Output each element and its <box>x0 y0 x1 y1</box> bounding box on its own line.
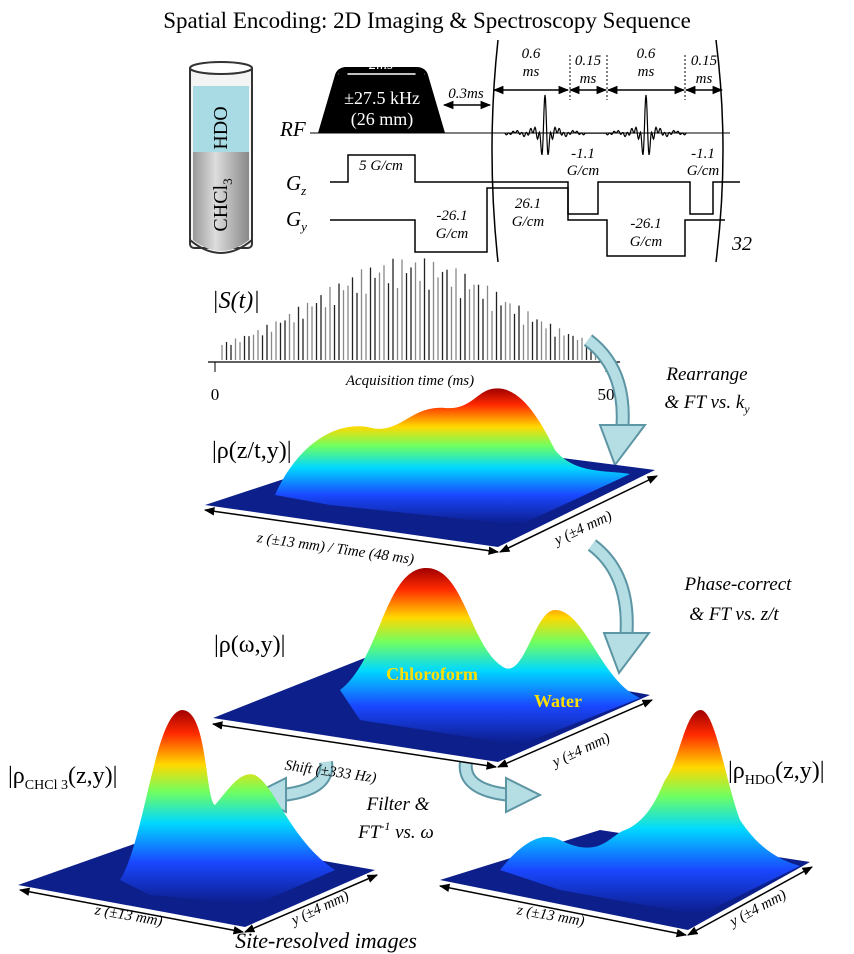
tick-label: 50 <box>598 385 615 404</box>
timing-unit: ms <box>580 71 597 87</box>
label-part: |ρ <box>8 763 25 789</box>
step-part: & FT vs. k <box>664 392 744 413</box>
loop-count: 32 <box>731 233 752 255</box>
gradient-unit: G/cm <box>436 226 469 242</box>
gradient-value: -26.1 <box>630 216 661 232</box>
label-part: G <box>286 171 301 195</box>
label-part: G <box>286 207 301 231</box>
plot-label: |ρ(z/t,y)| <box>212 438 292 464</box>
arrow-head <box>600 425 645 465</box>
pulse-extent: (26 mm) <box>351 109 414 130</box>
timing-value: 0.15 <box>575 53 602 69</box>
plot-label: |ρHDO(z,y)| <box>728 758 825 788</box>
surface <box>120 710 335 905</box>
y-axis-label: y (±4 mm) <box>548 730 612 771</box>
label-sub: HDO <box>745 773 775 788</box>
delay-label: 0.3ms <box>448 86 484 102</box>
label-part: CHCl <box>210 184 232 231</box>
tick-label: 0 <box>211 385 220 404</box>
gy-label: Gy <box>286 207 307 234</box>
gradient-unit: G/cm <box>630 234 663 250</box>
gradient-value: -1.1 <box>571 146 595 162</box>
arrow-head <box>506 778 540 812</box>
tube-bottom-label: CHCl3 <box>210 178 235 231</box>
step-part: FT <box>357 822 382 843</box>
plot-label: |ρ(ω,y)| <box>214 632 285 658</box>
loop-bracket-left <box>492 40 498 262</box>
peak-label: Water <box>534 691 582 711</box>
label-part: (z,y)| <box>68 763 117 789</box>
gradient-label: 5 G/cm <box>359 158 403 174</box>
step-text: Filter & <box>366 794 430 815</box>
fid-signal <box>222 258 600 360</box>
step-part: vs. ω <box>390 822 434 843</box>
rf-label: RF <box>279 117 306 141</box>
gradient-unit: G/cm <box>512 214 545 230</box>
step-text: Phase-correct <box>684 574 793 595</box>
peak-label: Chloroform <box>386 664 478 684</box>
label-sub: y <box>299 219 307 234</box>
gradient-value: -26.1 <box>436 208 467 224</box>
pulse-bandwidth: ±27.5 kHz <box>344 88 420 108</box>
timing-value: 0.6 <box>637 46 656 62</box>
label-sub: z <box>300 183 306 198</box>
timing-unit: ms <box>638 64 655 80</box>
step-text: & FT vs. ky <box>664 392 750 416</box>
label-part: |ρ <box>728 758 745 784</box>
timing-unit: ms <box>696 71 713 87</box>
chirp-pulses <box>505 95 686 155</box>
label-part: (z,y)| <box>775 758 824 784</box>
timing-value: 0.15 <box>691 53 718 69</box>
label-sub: CHCl 3 <box>25 778 68 793</box>
arrow-head <box>604 633 649 673</box>
fid-label: |S(t)| <box>212 288 260 314</box>
loop-bracket-right <box>716 40 723 262</box>
caption: Site-resolved images <box>235 928 417 953</box>
fid-x-label: Acquisition time (ms) <box>345 373 474 389</box>
gz-label: Gz <box>286 171 306 198</box>
title: Spatial Encoding: 2D Imaging & Spectrosc… <box>163 8 691 33</box>
timing-value: 0.6 <box>522 46 541 62</box>
step-sub: y <box>743 402 750 416</box>
step-text: & FT vs. z/t <box>689 604 779 625</box>
x-axis-label: z (±13 mm) / Time (48 ms) <box>255 530 415 568</box>
gradient-unit: G/cm <box>687 163 720 179</box>
gradient-value: 26.1 <box>515 196 541 212</box>
timing-unit: ms <box>523 64 540 80</box>
figure: Spatial Encoding: 2D Imaging & Spectrosc… <box>0 0 854 954</box>
step-sup: -1 <box>380 819 390 833</box>
step-text: Rearrange <box>665 364 747 385</box>
gradient-unit: G/cm <box>567 163 600 179</box>
pulse-duration: 2ms <box>369 57 393 73</box>
step-text: FT-1 vs. ω <box>357 819 434 843</box>
gradient-value: -1.1 <box>691 146 715 162</box>
label-sub: 3 <box>220 178 235 185</box>
tube-top-label: HDO <box>210 106 232 149</box>
plot-label: |ρCHCl 3(z,y)| <box>8 763 117 793</box>
